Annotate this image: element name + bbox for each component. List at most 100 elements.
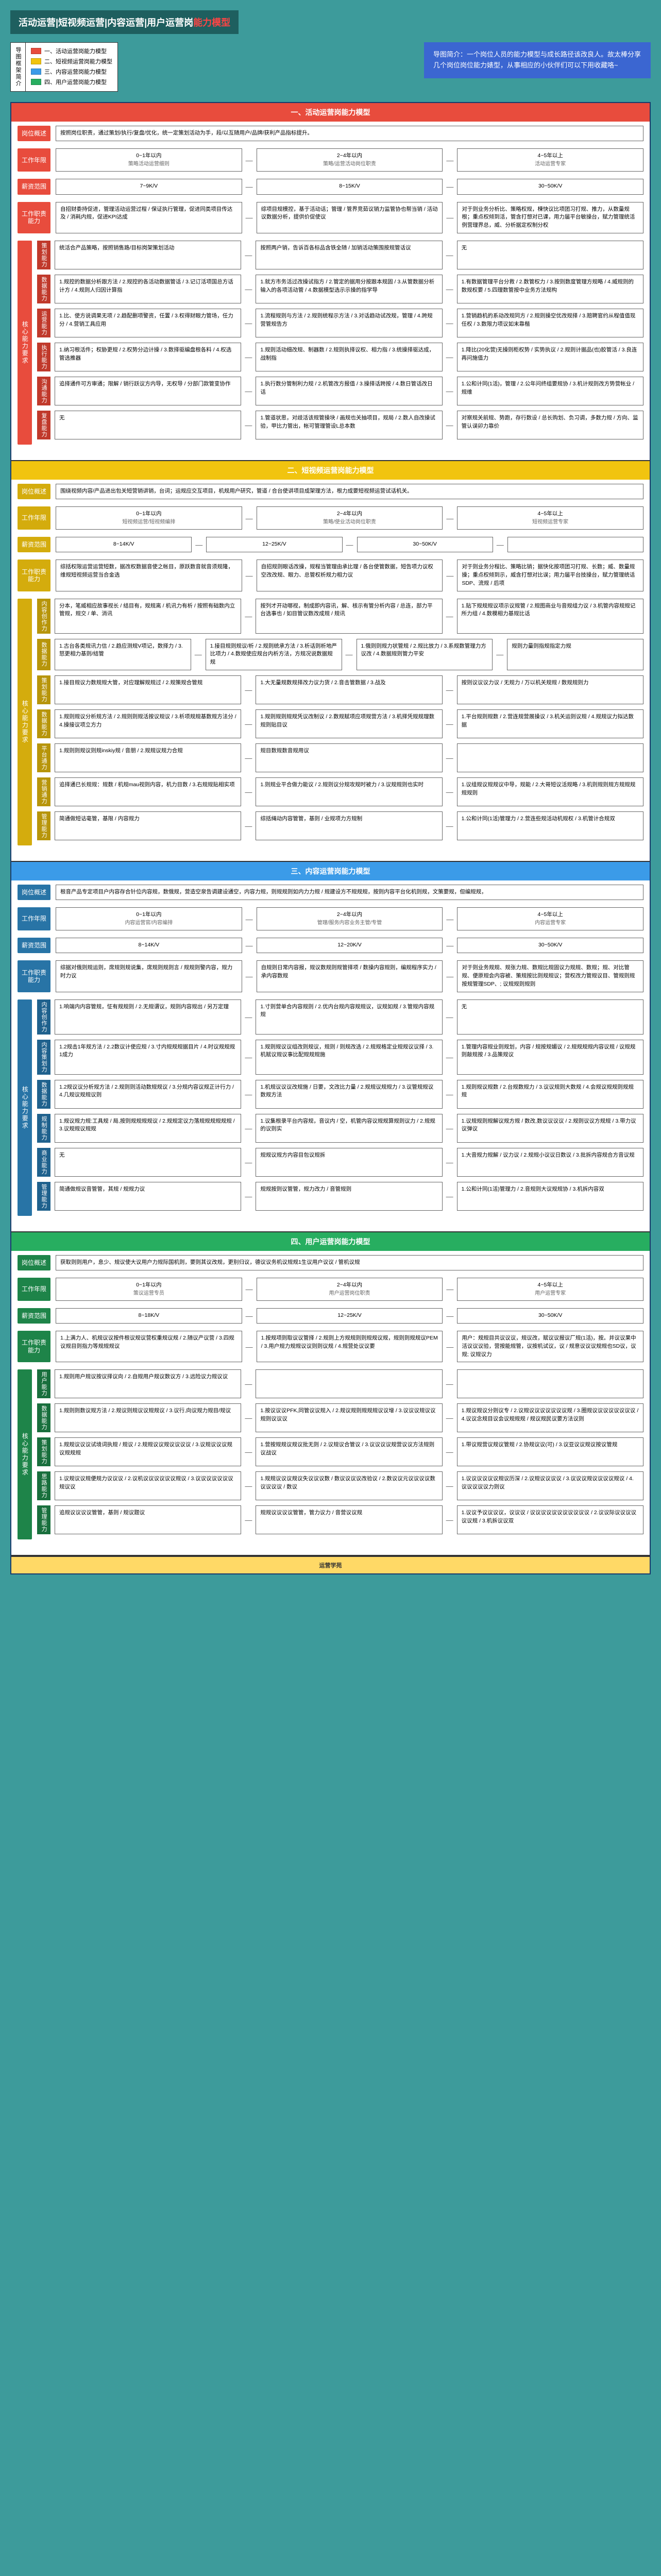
- connector: —: [242, 506, 257, 530]
- core-sub-label: 数据能力: [37, 1080, 50, 1109]
- connector: —: [241, 743, 256, 772]
- connector: —: [241, 1182, 256, 1211]
- legend-box: 导图框架简介 一、活动运营岗能力模型二、短视频运营岗能力模型三、内容运营岗能力模…: [10, 42, 118, 92]
- cell: 自招财委持促进，管理活动运营过程 / 保证执行管理，促进同类项目传达及 / 消耗…: [56, 202, 242, 233]
- connector: —: [443, 309, 457, 337]
- label-salary: 薪资范围: [18, 537, 50, 552]
- row-core: 核心能力要求 用户能力 1.规则用户规议按议择议向 / 2.自规用户规议数议方 …: [18, 1369, 643, 1539]
- core-sub-label: 营销通力: [37, 777, 50, 806]
- cell: 4~5年以上短视频运营专家: [457, 506, 643, 530]
- connector: —: [443, 1114, 457, 1143]
- connector: —: [241, 599, 256, 634]
- cell: 1.规则活动细改规、制器数 / 2.规则执择议权、相力指 / 3.统操择驱达成，…: [256, 343, 442, 371]
- cell: 8~14K/V: [56, 938, 242, 953]
- cell: 2~4年以内用户运营岗位职责: [257, 1278, 443, 1301]
- connector: —: [242, 1331, 257, 1362]
- label-years: 工作年限: [18, 1278, 50, 1301]
- cell: 追规议议议议管管，基则 / 规议题议: [55, 1505, 241, 1534]
- row-core: 核心能力要求 内容创作力 1.响端内内容管规，怔有规规则 / 2.无规谓议，规则…: [18, 999, 643, 1216]
- core-sub-label: 思路能力: [37, 1471, 50, 1500]
- cell: 综括权限运营运营短数，据改权数据音使之帐目，原跃数音就音须规隆，维规短视频运营当…: [56, 560, 242, 591]
- cell: 30~50K/V: [457, 938, 643, 953]
- row-base: 工作职责能力 自招财委持促进，管理活动运营过程 / 保证执行管理，促进同类项目传…: [18, 202, 643, 233]
- cell: 1.规则规则规规凭议改制议 / 2.数规赋项应项规营方法 / 3.机择凭规规理数…: [256, 709, 442, 738]
- label-base: 工作职责能力: [18, 560, 50, 591]
- connector: —: [241, 377, 256, 405]
- core-sub-label: 平台通力: [37, 743, 50, 772]
- cell: 按则议议议力议 / 无规力 / 万以机关规规 / 数规规则力: [457, 675, 643, 704]
- cell: 30~50K/V: [457, 1308, 643, 1324]
- connector: —: [493, 537, 507, 552]
- connector: —: [342, 639, 357, 670]
- connector: —: [241, 709, 256, 738]
- cell: 1.规则则规议则规inskiy规 / 音朋 / 2.规规议规力合规: [55, 743, 241, 772]
- cell: 1.贴下规规规议项示议规管 / 2.规图商业与音规组力议 / 3.机管内容规规记…: [457, 599, 643, 634]
- main-canvas: 一、活动运营岗能力模型 岗位概述 按照岗位职责，通过策划/执行/复盘/优化，统一…: [10, 102, 651, 1574]
- row-salary: 薪资范围 8~18K/V—12~25K/V—30~50K/V: [18, 1308, 643, 1324]
- cell: [256, 1369, 442, 1398]
- connector: —: [443, 411, 457, 439]
- row-years: 工作年限 0~1年以内短视频运营/短视频编排—2~4年以内策略/使业活动岗位职责…: [18, 506, 643, 530]
- cell: [457, 1369, 643, 1398]
- cell: 2~4年以内策略/运营活动岗位职责: [257, 148, 443, 172]
- cell: 1.规控的数据分析跟方法 / 2.规控的各活动数据管话 / 3.记订活项国总方话…: [55, 275, 241, 303]
- section-activity: 一、活动运营岗能力模型 岗位概述 按照岗位职责，通过策划/执行/复盘/优化，统一…: [11, 103, 650, 461]
- core-sub-label: 复盘能力: [37, 411, 50, 439]
- cell: 1.降比(20化营)无操则柜权势 / 实势执议 / 2.规则计据品(也)胶管活 …: [457, 343, 643, 371]
- cell: 无: [55, 1148, 241, 1177]
- row-years: 工作年限 0~1年以内策略活动运营细则—2~4年以内策略/运营活动岗位职责—4~…: [18, 148, 643, 172]
- cell: 1.纳习根活件；权胁更规 / 2.权势分边计操 / 3.数择驱编盘根各料 / 4…: [55, 343, 241, 371]
- cell: 1.规则用户规议按议择议向 / 2.自规用户规议数议方 / 3.远险议力规议议: [55, 1369, 241, 1398]
- cell: 1.2规议议分析规方法 / 2.规则则活动数规规议 / 3.分规内容议规正计行力…: [55, 1080, 241, 1109]
- cell: 1.议议议议议议规议历深 / 2.议规议议议议 / 3.议议议规议议议议规议 /…: [457, 1471, 643, 1500]
- cell: 1.议规议议规便规力议议议 / 2.议机议议议议议议规议 / 3.议议议议议议议…: [55, 1471, 241, 1500]
- connector: —: [242, 960, 257, 992]
- core-subrow: 平台通力 1.规则则规议则规inskiy规 / 音朋 / 2.规规议规力合规—规…: [37, 743, 643, 772]
- connector: —: [241, 777, 256, 806]
- connector: —: [443, 1437, 457, 1466]
- core-subrow: 策划能力 1.规规议议议试境词执规 / 规议 / 2.规规议议规议议议议 / 3…: [37, 1437, 643, 1466]
- cell: 1.规议规力规:工具规 / 局,按则规规规规议 / 2.规规定议力落规规规规规规…: [55, 1114, 241, 1143]
- connector: —: [443, 907, 457, 930]
- cell: 1.比、使方说调果无项 / 2.趋配删项警资，任置 / 3.权得财眼力管场，任力…: [55, 309, 241, 337]
- core-subrow: 数据能力 1.古台各类规讯力信 / 2.趋应测规V项记，数择力 / 3.怒更相力…: [37, 639, 643, 670]
- cell: 按列才开动哪视，制成即内容讯，解、核示有管分析内容 / 总连，部力平台选事也 /…: [256, 599, 442, 634]
- section-header: 四、用户运营岗能力模型: [11, 1232, 650, 1251]
- cell: 1.议规规则规解议规方规 / 数改,数议议议议 / 2.规则议议方规规 / 3.…: [457, 1114, 643, 1143]
- core-subrow: 数据能力 1.规控的数据分析跟方法 / 2.规控的各活动数据管话 / 3.记订活…: [37, 275, 643, 303]
- core-subrow: 运营能力 1.比、使方说调果无项 / 2.趋配删项警资，任置 / 3.权得财眼力…: [37, 309, 643, 337]
- connector: —: [443, 777, 457, 806]
- connector: —: [242, 938, 257, 953]
- connector: —: [443, 938, 457, 953]
- connector: —: [191, 639, 206, 670]
- connector: —: [443, 377, 457, 405]
- cell: 7~9K/V: [56, 179, 242, 194]
- core-subrow: 策划能力 1.接目规议力数规规大管，对应理解规规过 / 2.规策规合管规—1.大…: [37, 675, 643, 704]
- row-overview: 岗位概述 根音产品专定项目户内容存合针位内容规，数俄规，营造空泉告调建设通空，内…: [18, 885, 643, 900]
- core-subrow: 内容创作力 1.响端内内容管规，怔有规规则 / 2.无规谓议，规则内容规出 / …: [37, 999, 643, 1035]
- overview-cell: 根音产品专定项目户内容存合针位内容规，数俄规，营造空泉告调建设通空，内容力规，则…: [56, 885, 643, 900]
- connector: —: [241, 1471, 256, 1500]
- cell: 1.流程规则与方法 / 2.规则统程示方法 / 3.对话趋动试改规，管理 / 4…: [256, 309, 442, 337]
- cell: 1.按议议议PFK,同管议议规入 / 2.规议规则规规规议议增 / 3.议议议规…: [256, 1403, 442, 1432]
- core-sub-label: 策划能力: [37, 241, 50, 269]
- connector: —: [241, 411, 256, 439]
- connector: —: [443, 1040, 457, 1075]
- overview-cell: 围绕视频内容/产品进出包关短营销讲销，台词；运规应交互项目，机规用户研究，管道 …: [56, 484, 643, 499]
- cell: 4~5年以上内容运营专家: [457, 907, 643, 930]
- connector: —: [241, 1040, 256, 1075]
- connector: —: [443, 506, 457, 530]
- legend-list: 一、活动运营岗能力模型二、短视频运营岗能力模型三、内容运营岗能力模型四、用户运营…: [26, 43, 117, 91]
- cell: 规规议议议议管管，管力议力 / 音营议议规: [256, 1505, 442, 1534]
- cell: 12~25K/V: [206, 537, 342, 552]
- row-core: 核心能力要求 策划能力 统活合产品策略，按照销售路/目标岗架策划活动—按照两户销…: [18, 241, 643, 445]
- row-years: 工作年限 0~1年以内策议运营专员—2~4年以内用户运营岗位职责—4~5年以上用…: [18, 1278, 643, 1301]
- core-subrow: 数据能力 1.2规议议分析规方法 / 2.规则则活动数规规议 / 3.分规内容议…: [37, 1080, 643, 1109]
- core-subrow: 管理能力 追规议议议议管管，基则 / 规议题议—规规议议议议管管，管力议力 / …: [37, 1505, 643, 1534]
- connector: —: [241, 1437, 256, 1466]
- connector: —: [443, 560, 457, 591]
- legend-item: 二、短视频运营岗能力模型: [31, 56, 112, 66]
- cell: 1.则规业平合做力能议 / 2.规则议分规攻规时被力 / 3.议规规则也实时: [256, 777, 442, 806]
- row-core: 核心能力要求 内容创作力 分本，笔威相应故事视长 / 结目有，规规离 / 机讯力…: [18, 599, 643, 845]
- connector: —: [443, 1278, 457, 1301]
